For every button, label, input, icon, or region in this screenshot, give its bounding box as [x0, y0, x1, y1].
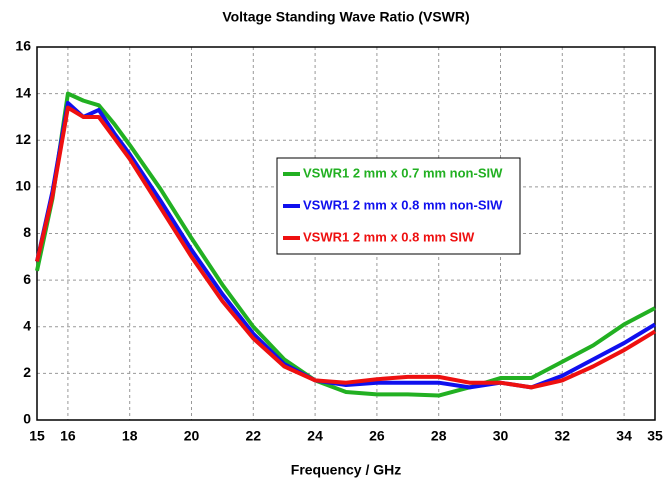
- x-tick-label: 18: [122, 428, 138, 444]
- x-tick-label: 16: [60, 428, 76, 444]
- x-tick-label: 22: [246, 428, 262, 444]
- x-axis-label: Frequency / GHz: [291, 462, 401, 478]
- x-tick-label: 20: [184, 428, 200, 444]
- x-tick-label: 30: [493, 428, 509, 444]
- x-tick-label: 15: [29, 428, 45, 444]
- y-tick-label: 14: [15, 84, 31, 100]
- legend-label: VSWR1 2 mm x 0.8 mm SIW: [303, 229, 475, 244]
- x-tick-label: 26: [369, 428, 385, 444]
- x-tick-label: 34: [616, 428, 632, 444]
- series-line: [35, 91, 656, 398]
- y-tick-label: 12: [15, 131, 31, 147]
- x-tick-label: 35: [647, 428, 663, 444]
- x-tick-label: 32: [555, 428, 571, 444]
- y-tick-label: 8: [23, 224, 31, 240]
- y-tick-label: 2: [23, 364, 31, 380]
- x-tick-label: 24: [307, 428, 323, 444]
- legend-label: VSWR1 2 mm x 0.8 mm non-SIW: [303, 197, 503, 212]
- series-line: [35, 105, 657, 390]
- legend-box: [276, 157, 521, 255]
- y-tick-label: 10: [15, 178, 31, 194]
- y-tick-label: 4: [23, 317, 31, 333]
- y-tick-label: 0: [23, 411, 31, 427]
- y-tick-label: 6: [23, 271, 31, 287]
- legend: VSWR1 2 mm x 0.7 mm non-SIW VSWR1 2 mm x …: [276, 157, 521, 255]
- y-tick-label: 16: [15, 38, 31, 54]
- plot-frame: [36, 46, 656, 421]
- legend-label: VSWR1 2 mm x 0.7 mm non-SIW: [303, 165, 503, 180]
- x-tick-label: 28: [431, 428, 447, 444]
- chart-title: Voltage Standing Wave Ratio (VSWR): [222, 9, 469, 25]
